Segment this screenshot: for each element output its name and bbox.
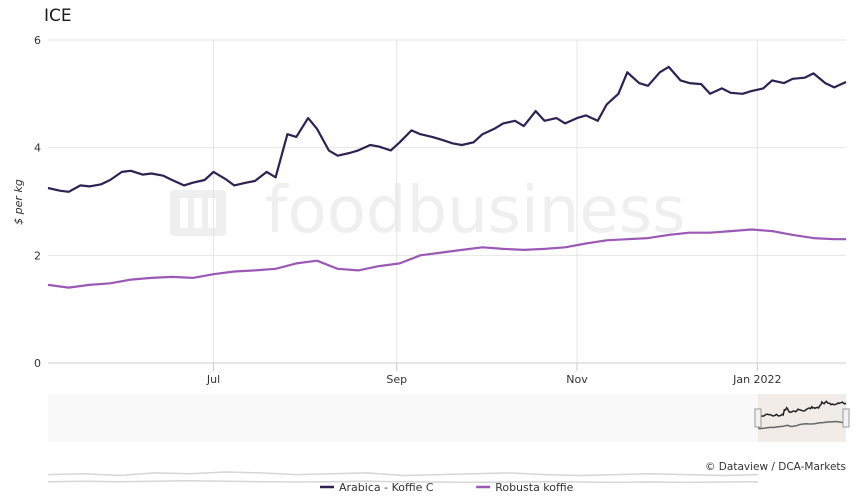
y-axis-label: $ per kg	[12, 179, 25, 225]
y-axis: 0 2 4 6	[34, 34, 41, 370]
navigator-series-line-0	[757, 400, 847, 418]
y-tick-label: 6	[34, 34, 41, 47]
range-navigator[interactable]	[47, 394, 850, 484]
x-axis: Jul Sep Nov Jan 2022	[48, 362, 846, 386]
x-tick-label: Jul	[206, 373, 220, 386]
navigator-history-line-arabica	[47, 471, 759, 477]
y-tick-label: 0	[34, 357, 41, 370]
navigator-handle-left[interactable]	[754, 408, 762, 428]
navigator-history-line-robusta	[47, 480, 759, 484]
legend-label: Robusta koffie	[495, 481, 573, 494]
legend-item-0[interactable]: Arabica - Koffie C	[320, 481, 434, 494]
watermark-text: foodbusiness	[265, 174, 685, 248]
navigator-background	[48, 394, 846, 442]
chart-title: ICE	[44, 6, 72, 26]
x-tick-label: Nov	[566, 373, 588, 386]
watermark-logo	[170, 190, 226, 236]
credit-text: © Dataview / DCA-Markets	[705, 461, 846, 473]
series-line-0	[47, 65, 847, 193]
x-tick-label: Jan 2022	[732, 373, 781, 386]
y-tick-label: 2	[34, 249, 41, 262]
navigator-selection[interactable]	[758, 394, 846, 442]
legend-item-1[interactable]: Robusta koffie	[476, 481, 574, 494]
y-tick-label: 4	[34, 142, 41, 155]
series-line-1	[47, 228, 846, 289]
legend-label: Arabica - Koffie C	[339, 481, 434, 494]
legend: Arabica - Koffie C Robusta koffie	[320, 481, 574, 494]
navigator-handle-right[interactable]	[842, 408, 850, 428]
navigator-series-line-1	[757, 420, 846, 430]
series-layer	[47, 65, 847, 289]
x-tick-label: Sep	[386, 373, 407, 386]
